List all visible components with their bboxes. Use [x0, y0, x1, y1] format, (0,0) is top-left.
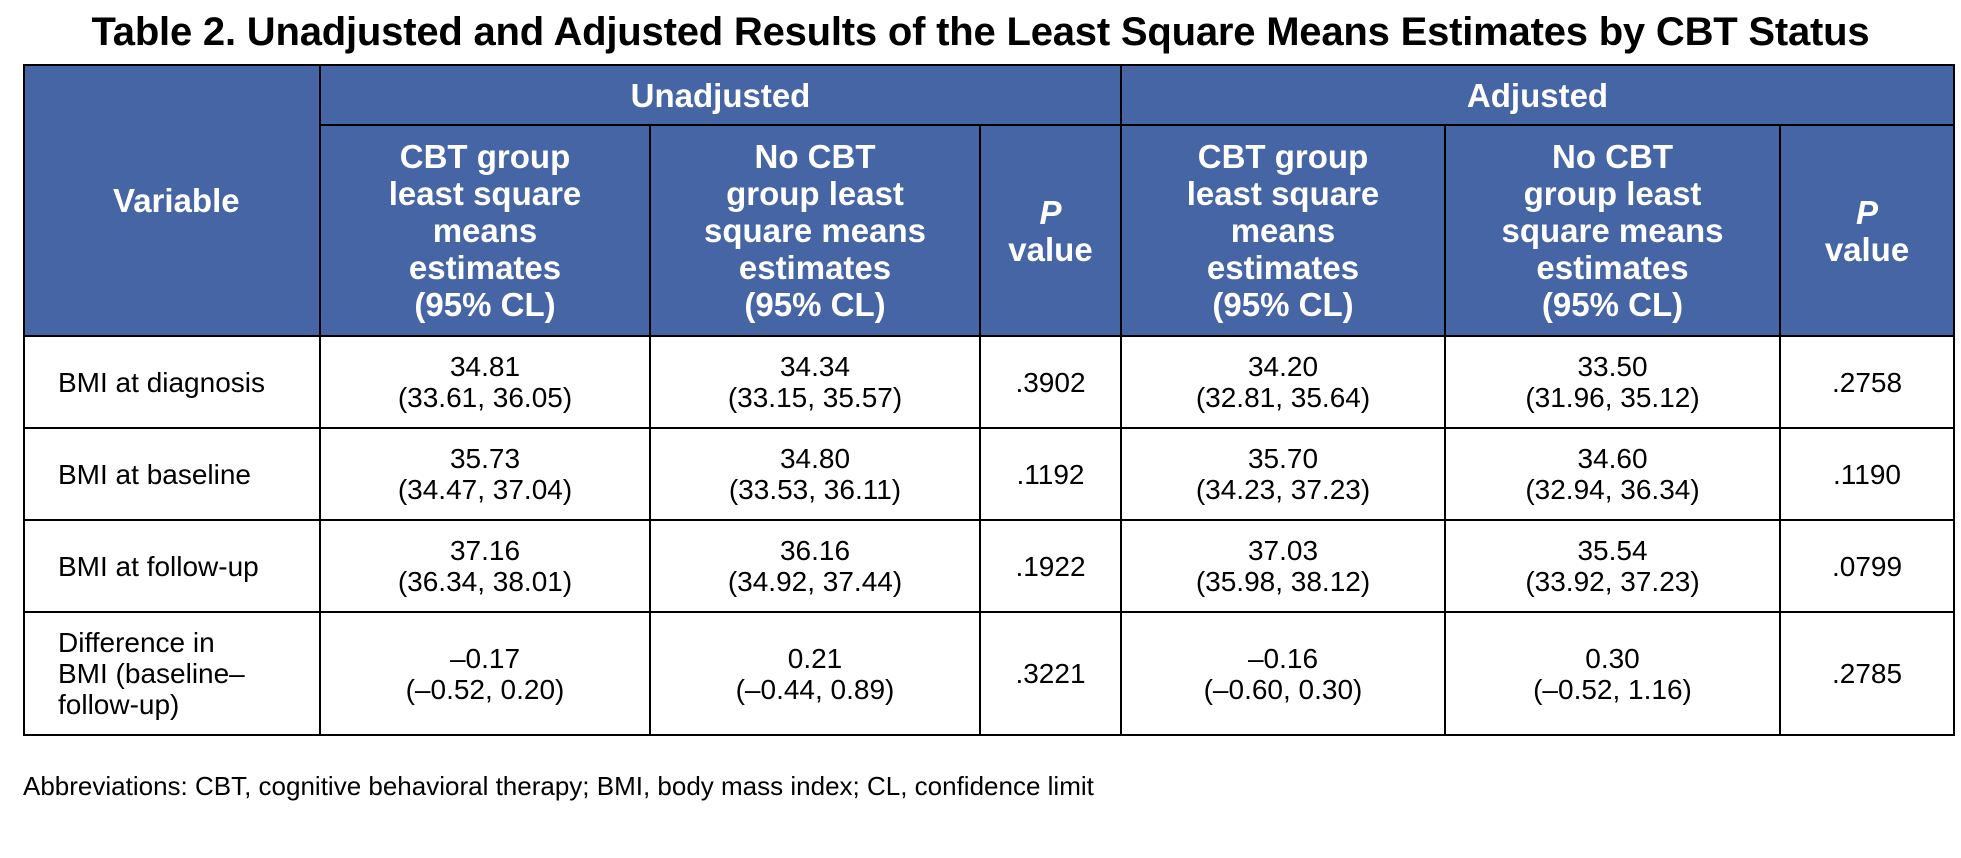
adjusted-no-cbt-header: No CBT group least square means estimate…	[1444, 124, 1781, 337]
unadjusted-p-value-cell: .1922	[979, 519, 1122, 613]
variable-header: Variable	[23, 64, 321, 337]
estimate-value: 34.80	[779, 443, 851, 474]
table-row: BMI at baseline 35.73 (34.47, 37.04) 34.8…	[23, 427, 1956, 521]
confidence-interval: (34.23, 37.23)	[1195, 474, 1371, 505]
adjusted-p-value-cell: .1190	[1778, 427, 1956, 521]
p-letter: P	[1039, 193, 1062, 231]
adjusted-p-value-cell: .2758	[1778, 335, 1956, 429]
table-title: Table 2. Unadjusted and Adjusted Results…	[91, 10, 1870, 54]
adjusted-p-value-cell: .0799	[1778, 519, 1956, 613]
estimate-value: 0.30	[1585, 642, 1640, 674]
adjusted-no-cbt-cell: 33.50 (31.96, 35.12)	[1444, 335, 1781, 429]
confidence-interval: (33.61, 36.05)	[397, 382, 573, 413]
abbreviations-footnote: Abbreviations: CBT, cognitive behavioral…	[23, 771, 1094, 801]
adjusted-cbt-cell: 34.20 (32.81, 35.64)	[1120, 335, 1446, 429]
confidence-interval: (34.47, 37.04)	[397, 474, 573, 505]
unadjusted-no-cbt-cell: 34.80 (33.53, 36.11)	[649, 427, 981, 521]
estimate-value: 37.16	[449, 535, 521, 566]
confidence-interval: (36.34, 38.01)	[397, 566, 573, 597]
estimate-value: 37.03	[1247, 535, 1319, 566]
adjusted-header: Adjusted	[1119, 64, 1956, 126]
estimate-value: 0.21	[787, 642, 843, 674]
unadjusted-no-cbt-cell: 34.34 (33.15, 35.57)	[649, 335, 981, 429]
unadjusted-no-cbt-header: No CBT group least square means estimate…	[649, 124, 981, 337]
adjusted-no-cbt-cell: 34.60 (32.94, 36.34)	[1444, 427, 1781, 521]
confidence-interval: (31.96, 35.12)	[1525, 382, 1700, 413]
estimate-value: –0.17	[449, 642, 521, 674]
confidence-interval: (–0.60, 0.30)	[1203, 673, 1363, 705]
adjusted-cbt-cell: 35.70 (34.23, 37.23)	[1120, 427, 1446, 521]
table-row: BMI at diagnosis 34.81 (33.61, 36.05) 34.…	[23, 335, 1956, 429]
header-group-row: Variable Unadjusted Adjusted	[23, 64, 1956, 337]
p-value-word: value	[1008, 230, 1093, 268]
adjusted-p-value-cell: .2785	[1778, 611, 1956, 736]
unadjusted-p-value-cell: .3902	[979, 335, 1122, 429]
confidence-interval: (–0.44, 0.89)	[735, 673, 895, 705]
adjusted-no-cbt-cell: 0.30 (–0.52, 1.16)	[1444, 611, 1781, 736]
variable-cell: Difference in BMI (baseline– follow-up)	[23, 611, 321, 736]
table-body: BMI at diagnosis 34.81 (33.61, 36.05) 34.…	[23, 335, 1956, 736]
unadjusted-no-cbt-cell: 0.21 (–0.44, 0.89)	[649, 611, 981, 736]
estimate-value: 34.20	[1247, 351, 1319, 382]
table-row: Difference in BMI (baseline– follow-up) …	[23, 611, 1956, 736]
unadjusted-no-cbt-cell: 36.16 (34.92, 37.44)	[649, 519, 981, 613]
unadjusted-cbt-cell: –0.17 (–0.52, 0.20)	[319, 611, 651, 736]
table-row: BMI at follow-up 37.16 (36.34, 38.01) 36.…	[23, 519, 1956, 613]
estimate-value: 35.54	[1577, 535, 1648, 566]
estimate-value: 34.34	[779, 351, 851, 382]
adjusted-no-cbt-cell: 35.54 (33.92, 37.23)	[1444, 519, 1781, 613]
confidence-interval: (33.15, 35.57)	[727, 382, 903, 413]
unadjusted-p-value-cell: .3221	[979, 611, 1122, 736]
unadjusted-cbt-cell: 35.73 (34.47, 37.04)	[319, 427, 651, 521]
estimate-value: –0.16	[1247, 642, 1319, 674]
confidence-interval: (–0.52, 0.20)	[405, 673, 565, 705]
adjusted-cbt-cell: 37.03 (35.98, 38.12)	[1120, 519, 1446, 613]
confidence-interval: (32.94, 36.34)	[1525, 474, 1700, 505]
estimate-value: 36.16	[779, 535, 851, 566]
results-table: Variable Unadjusted Adjusted CBT group l…	[23, 64, 1956, 736]
estimate-value: 35.70	[1247, 443, 1319, 474]
estimate-value: 35.73	[449, 443, 521, 474]
estimate-value: 34.60	[1577, 443, 1648, 474]
estimate-value: 34.81	[449, 351, 521, 382]
unadjusted-cbt-header: CBT group least square means estimates (…	[319, 124, 651, 337]
unadjusted-cbt-cell: 37.16 (36.34, 38.01)	[319, 519, 651, 613]
confidence-interval: (33.53, 36.11)	[728, 474, 902, 505]
confidence-interval: (35.98, 38.12)	[1195, 566, 1371, 597]
confidence-interval: (33.92, 37.23)	[1525, 566, 1700, 597]
confidence-interval: (–0.52, 1.16)	[1533, 673, 1692, 705]
table-header: Variable Unadjusted Adjusted CBT group l…	[23, 64, 1956, 337]
unadjusted-cbt-cell: 34.81 (33.61, 36.05)	[319, 335, 651, 429]
confidence-interval: (34.92, 37.44)	[727, 566, 903, 597]
p-letter: P	[1856, 193, 1879, 231]
p-value-word: value	[1824, 230, 1910, 268]
header-column-row: CBT group least square means estimates (…	[24, 124, 1956, 337]
unadjusted-p-value-cell: .1192	[979, 427, 1122, 521]
estimate-value: 33.50	[1577, 351, 1648, 382]
adjusted-cbt-cell: –0.16 (–0.60, 0.30)	[1120, 611, 1446, 736]
adjusted-cbt-header: CBT group least square means estimates (…	[1120, 124, 1446, 337]
confidence-interval: (32.81, 35.64)	[1195, 382, 1371, 413]
variable-cell: BMI at baseline	[23, 427, 321, 521]
variable-cell: BMI at diagnosis	[23, 335, 321, 429]
variable-cell: BMI at follow-up	[23, 519, 321, 613]
unadjusted-header: Unadjusted	[319, 64, 1122, 126]
